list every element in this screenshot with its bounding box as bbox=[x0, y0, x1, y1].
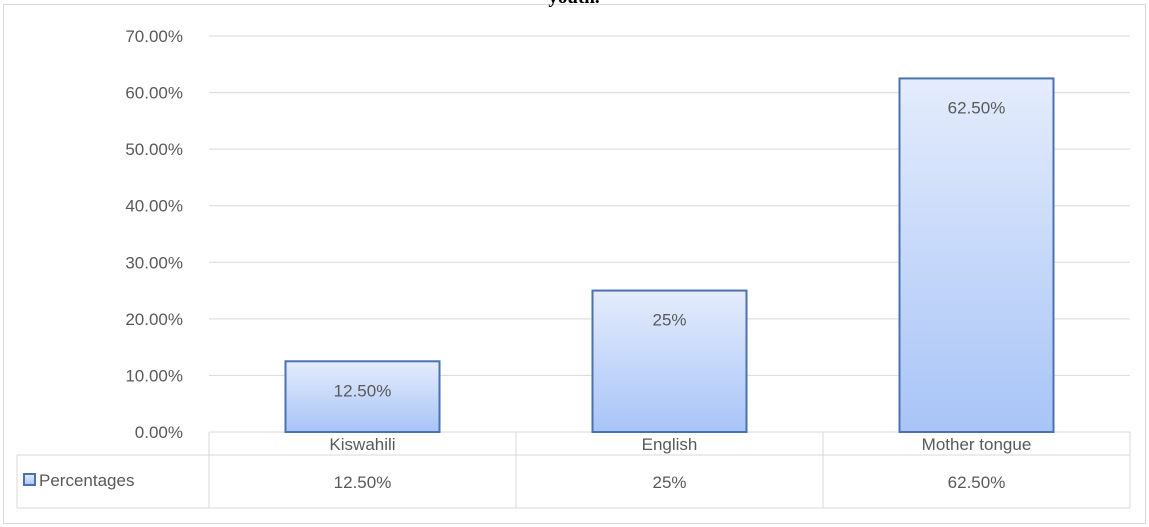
chart-title-clipped: youth. bbox=[0, 0, 1149, 16]
y-tick-label: 60.00% bbox=[125, 84, 183, 103]
y-tick-label: 30.00% bbox=[125, 253, 183, 272]
bar bbox=[591, 289, 748, 434]
y-tick-label: 20.00% bbox=[125, 310, 183, 329]
data-label: 25% bbox=[652, 311, 686, 330]
legend-key bbox=[23, 473, 36, 486]
table-value: 25% bbox=[652, 473, 686, 492]
y-tick-label: 50.00% bbox=[125, 140, 183, 159]
table-value: 62.50% bbox=[948, 473, 1006, 492]
chart-title: youth. bbox=[548, 0, 599, 9]
y-tick-label: 10.00% bbox=[125, 366, 183, 385]
x-category-label: Mother tongue bbox=[922, 435, 1032, 454]
bar bbox=[898, 77, 1055, 434]
x-category-label: Kiswahili bbox=[329, 435, 395, 454]
y-tick-label: 40.00% bbox=[125, 197, 183, 216]
y-tick-label: 0.00% bbox=[135, 423, 183, 442]
y-tick-label: 70.00% bbox=[125, 27, 183, 46]
bar bbox=[284, 360, 441, 433]
data-label: 12.50% bbox=[334, 381, 392, 400]
legend-label: Percentages bbox=[39, 471, 134, 490]
x-category-label: English bbox=[642, 435, 698, 454]
data-label: 62.50% bbox=[948, 98, 1006, 117]
table-value: 12.50% bbox=[334, 473, 392, 492]
